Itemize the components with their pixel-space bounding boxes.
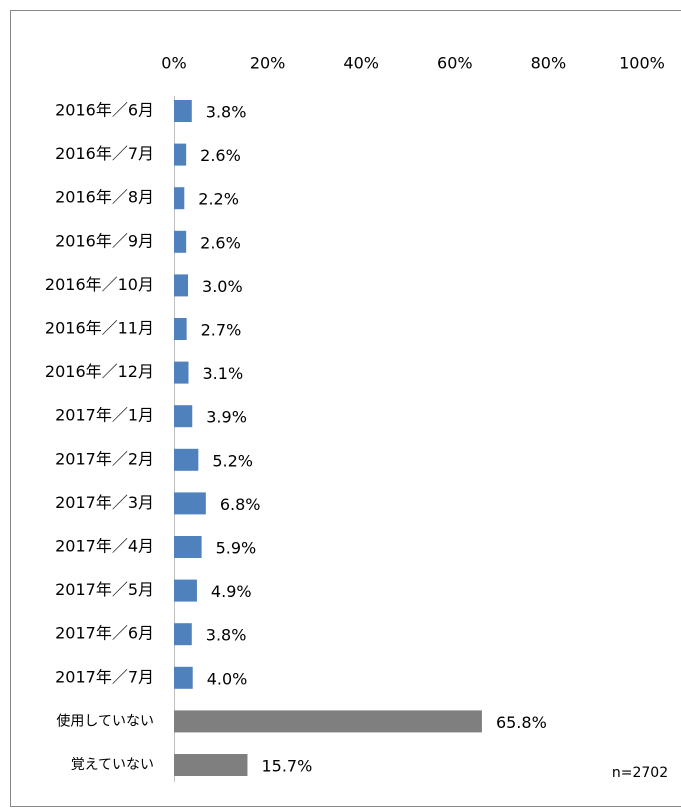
y-tick-label: 2016年／12月	[45, 362, 154, 381]
value-label: 2.7%	[201, 321, 242, 340]
value-label: 65.8%	[496, 713, 547, 732]
value-label: 3.9%	[206, 408, 247, 427]
y-tick-label: 2016年／9月	[55, 231, 154, 250]
value-label: 3.1%	[203, 364, 244, 383]
value-label: 3.0%	[202, 277, 243, 296]
x-tick-label: 100%	[619, 54, 665, 73]
value-label: 4.9%	[211, 582, 252, 601]
y-tick-label: 2017年／3月	[55, 493, 154, 512]
bar	[174, 361, 189, 384]
y-tick-label: 2016年／7月	[55, 144, 154, 163]
y-tick-label: 2017年／2月	[55, 449, 154, 468]
bar	[174, 710, 482, 733]
value-label: 3.8%	[206, 626, 247, 645]
bar	[174, 623, 192, 646]
x-tick-label: 0%	[161, 54, 186, 73]
bar	[174, 100, 192, 122]
bar	[174, 492, 206, 515]
bar	[174, 405, 193, 428]
y-tick-label: 2017年／5月	[55, 580, 154, 599]
y-tick-label: 2017年／7月	[55, 667, 154, 686]
y-tick-label: 使用していない	[56, 712, 154, 729]
bar	[174, 448, 199, 471]
value-label: 5.2%	[212, 451, 253, 470]
bar	[174, 536, 202, 558]
x-tick-label: 80%	[531, 54, 567, 73]
y-tick-label: 2016年／8月	[55, 188, 154, 207]
value-label: 2.6%	[200, 146, 241, 165]
value-label: 2.6%	[200, 233, 241, 252]
y-tick-label: 2017年／6月	[55, 624, 154, 643]
bar	[174, 318, 187, 340]
bar	[174, 230, 187, 253]
x-tick-label: 60%	[437, 54, 473, 73]
value-label: 3.8%	[206, 103, 247, 122]
annotation: n=2702	[612, 765, 668, 781]
y-tick-label: 2016年／10月	[45, 275, 154, 294]
y-tick-label: 2016年／6月	[55, 101, 154, 120]
value-label: 2.2%	[198, 190, 239, 209]
x-tick-label: 40%	[343, 54, 379, 73]
bar	[174, 579, 197, 602]
y-tick-label: 2016年／11月	[45, 319, 154, 338]
bar	[174, 666, 193, 689]
y-tick-label: 2017年／4月	[55, 537, 154, 556]
value-label: 6.8%	[220, 495, 261, 514]
value-label: 4.0%	[207, 669, 248, 688]
bar	[174, 143, 187, 166]
bar	[174, 754, 248, 776]
bar	[174, 274, 189, 297]
chart-frame	[10, 10, 681, 807]
x-tick-label: 20%	[250, 54, 286, 73]
bar	[174, 187, 185, 210]
y-tick-label: 2017年／1月	[55, 406, 154, 425]
value-label: 5.9%	[216, 539, 257, 558]
value-label: 15.7%	[261, 757, 312, 776]
y-tick-label: 覚えていない	[71, 757, 154, 773]
